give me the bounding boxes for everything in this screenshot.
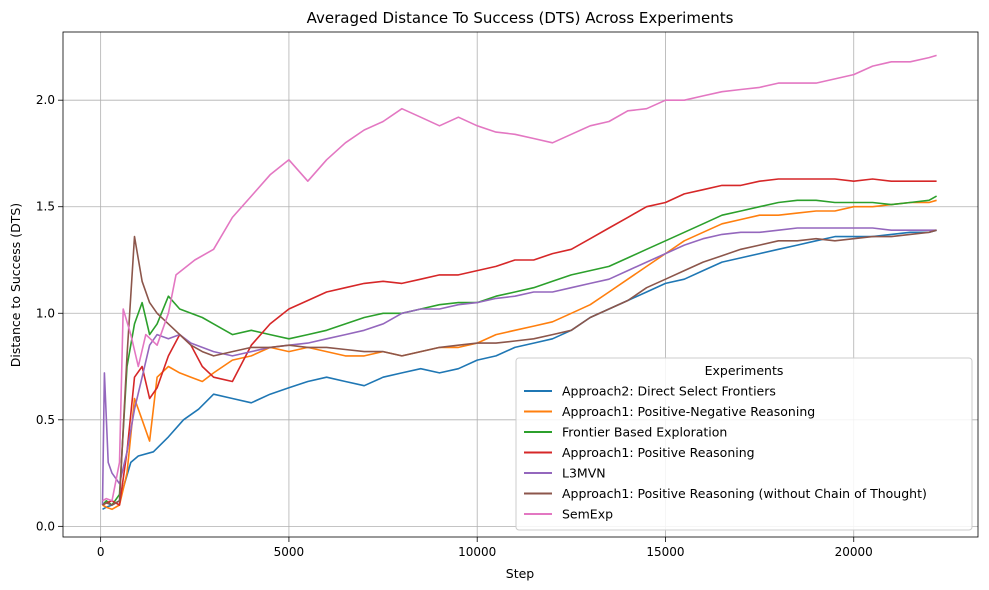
legend-items: Approach2: Direct Select Frontiers Approa… bbox=[524, 384, 927, 522]
legend-entry: Approach1: Positive Reasoning bbox=[562, 445, 755, 460]
legend-entry: Approach1: Positive Reasoning (without C… bbox=[562, 486, 927, 501]
y-tick-label: 0.0 bbox=[36, 519, 55, 533]
legend-entry: L3MVN bbox=[562, 466, 606, 481]
legend-title: Experiments bbox=[705, 363, 784, 378]
x-axis-label: Step bbox=[506, 566, 535, 581]
x-tick-label: 20000 bbox=[835, 545, 873, 559]
x-axis-ticks: 0 5000 10000 15000 20000 bbox=[97, 537, 873, 559]
legend-entry: Approach1: Positive-Negative Reasoning bbox=[562, 404, 815, 419]
series-line-6 bbox=[102, 229, 937, 506]
y-axis-ticks: 0.0 0.5 1.0 1.5 2.0 bbox=[36, 93, 63, 533]
x-tick-label: 5000 bbox=[274, 545, 305, 559]
legend-box bbox=[515, 357, 973, 531]
series-layer bbox=[101, 54, 937, 511]
legend-entry: Frontier Based Exploration bbox=[562, 425, 727, 440]
series-line-1 bbox=[102, 229, 937, 511]
x-tick-label: 0 bbox=[97, 545, 105, 559]
y-tick-label: 1.0 bbox=[36, 306, 55, 320]
legend-entry: Approach2: Direct Select Frontiers bbox=[562, 384, 776, 399]
plot-frame bbox=[62, 31, 979, 538]
legend-entry: SemExp bbox=[562, 507, 613, 522]
series-line-3 bbox=[101, 195, 937, 506]
y-tick-label: 1.5 bbox=[36, 200, 55, 214]
y-tick-label: 0.5 bbox=[36, 413, 55, 427]
y-axis-label: Distance to Success (DTS) bbox=[8, 203, 23, 367]
x-tick-label: 10000 bbox=[458, 545, 496, 559]
series-line-5 bbox=[101, 227, 937, 506]
chart-title: Averaged Distance To Success (DTS) Acros… bbox=[307, 9, 734, 27]
x-tick-label: 15000 bbox=[646, 545, 684, 559]
series-line-2 bbox=[102, 199, 937, 511]
series-line-7 bbox=[102, 54, 937, 502]
y-tick-label: 2.0 bbox=[36, 93, 55, 107]
legend: Experiments Approach2: Direct Select Fro… bbox=[515, 357, 973, 531]
series-line-4 bbox=[102, 178, 937, 506]
